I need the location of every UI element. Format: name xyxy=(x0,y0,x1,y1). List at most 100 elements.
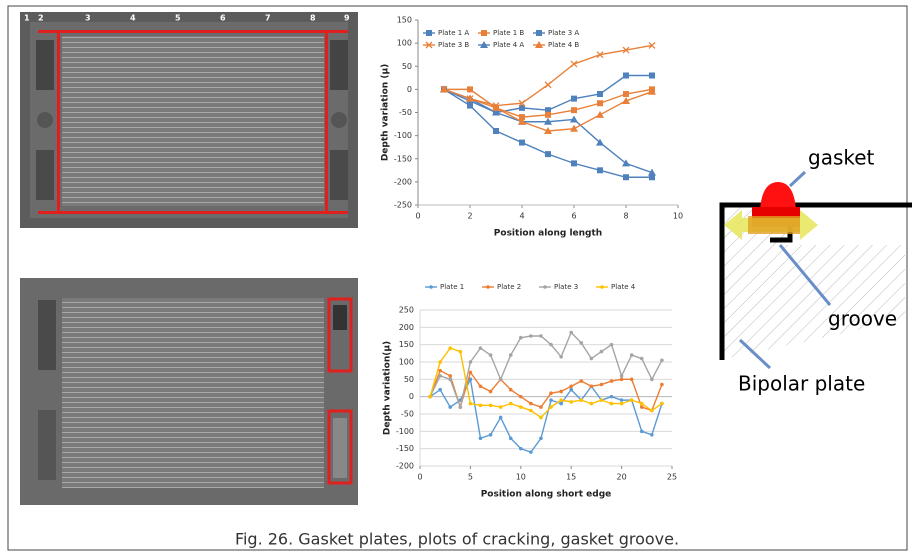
frame xyxy=(7,5,908,551)
series-line xyxy=(443,74,652,114)
point xyxy=(629,353,634,357)
legend-marker xyxy=(543,285,547,289)
point xyxy=(622,96,630,104)
point xyxy=(478,384,483,389)
y-tick-label: -200 xyxy=(394,177,412,186)
point xyxy=(619,401,624,406)
point xyxy=(596,138,604,146)
legend-label: Plate 3 B xyxy=(438,41,469,49)
point xyxy=(549,391,553,396)
legend-label: Plate 4 xyxy=(611,283,636,291)
series-line xyxy=(429,331,663,410)
photo-bottom xyxy=(20,278,358,505)
y-tick-label: -250 xyxy=(394,201,412,210)
photo-label: 5 xyxy=(175,14,181,23)
point xyxy=(660,382,664,387)
x-tick-label: 4 xyxy=(519,212,524,221)
x-tick-label: 0 xyxy=(417,473,422,482)
legend-label: Plate 1 A xyxy=(438,29,469,37)
point xyxy=(529,408,533,413)
point xyxy=(478,346,483,350)
legend-label: Plate 1 B xyxy=(493,29,524,37)
point xyxy=(609,379,614,383)
point xyxy=(648,41,656,49)
photo-label: 4 xyxy=(130,14,136,23)
y-tick-label: -150 xyxy=(394,154,412,163)
point xyxy=(549,398,553,402)
legend-label: Plate 3 xyxy=(554,283,578,291)
point xyxy=(488,353,493,357)
point xyxy=(518,99,526,107)
point xyxy=(619,398,624,402)
point xyxy=(579,379,584,383)
photo-label: 8 xyxy=(310,14,316,23)
legend-marker xyxy=(535,41,543,48)
legend-label: Plate 4 B xyxy=(548,41,579,49)
point xyxy=(448,374,453,378)
point xyxy=(448,405,453,409)
point xyxy=(458,349,463,354)
point xyxy=(519,405,523,409)
x-tick-label: 5 xyxy=(468,473,473,482)
point xyxy=(549,342,553,347)
point xyxy=(549,405,553,409)
point xyxy=(596,110,604,118)
point xyxy=(559,401,563,406)
legend-marker xyxy=(429,285,433,289)
point xyxy=(529,334,533,338)
gasket-label: gasket xyxy=(808,146,875,170)
point xyxy=(609,401,614,406)
point xyxy=(623,72,629,79)
point xyxy=(467,102,473,109)
point xyxy=(545,107,551,114)
y-tick-label: 0 xyxy=(409,392,414,401)
point xyxy=(589,401,594,406)
point xyxy=(519,114,525,121)
photo-label: 1 xyxy=(24,14,30,23)
groove-label: groove xyxy=(828,307,897,331)
point xyxy=(569,400,573,404)
point xyxy=(599,382,604,387)
y-tick-label: -100 xyxy=(394,131,412,140)
y-tick-label: 150 xyxy=(397,16,412,25)
x-tick-label: 25 xyxy=(667,473,677,482)
y-axis-label: Depth variation(µ) xyxy=(383,341,393,435)
point xyxy=(639,429,644,434)
point xyxy=(544,81,552,89)
x-tick-label: 20 xyxy=(617,473,627,482)
y-tick-label: 250 xyxy=(399,306,414,315)
point xyxy=(529,450,533,454)
point xyxy=(597,100,603,107)
point xyxy=(440,85,448,93)
point xyxy=(468,377,473,382)
point xyxy=(498,415,503,420)
photo-label: 3 xyxy=(85,14,91,23)
y-tick-label: 50 xyxy=(402,62,412,71)
legend-label: Plate 2 xyxy=(497,283,521,291)
point xyxy=(597,91,603,97)
x-tick-label: 10 xyxy=(673,212,683,221)
groove-diagram xyxy=(719,170,912,370)
point xyxy=(623,91,629,97)
point xyxy=(438,374,442,378)
y-tick-label: -200 xyxy=(396,462,414,471)
point xyxy=(488,389,493,394)
legend-marker xyxy=(600,285,604,289)
point xyxy=(569,387,573,392)
y-tick-label: -50 xyxy=(399,108,412,117)
point xyxy=(519,139,525,146)
point xyxy=(492,103,500,111)
point xyxy=(559,398,563,402)
point xyxy=(599,398,604,402)
y-tick-label: -150 xyxy=(396,444,414,453)
point xyxy=(571,160,577,167)
x-tick-label: 15 xyxy=(566,473,576,482)
point xyxy=(571,95,577,102)
point xyxy=(468,401,473,406)
point xyxy=(508,353,513,357)
point xyxy=(519,104,525,111)
point xyxy=(639,356,644,361)
point xyxy=(529,401,533,406)
y-tick-label: 0 xyxy=(407,85,412,94)
